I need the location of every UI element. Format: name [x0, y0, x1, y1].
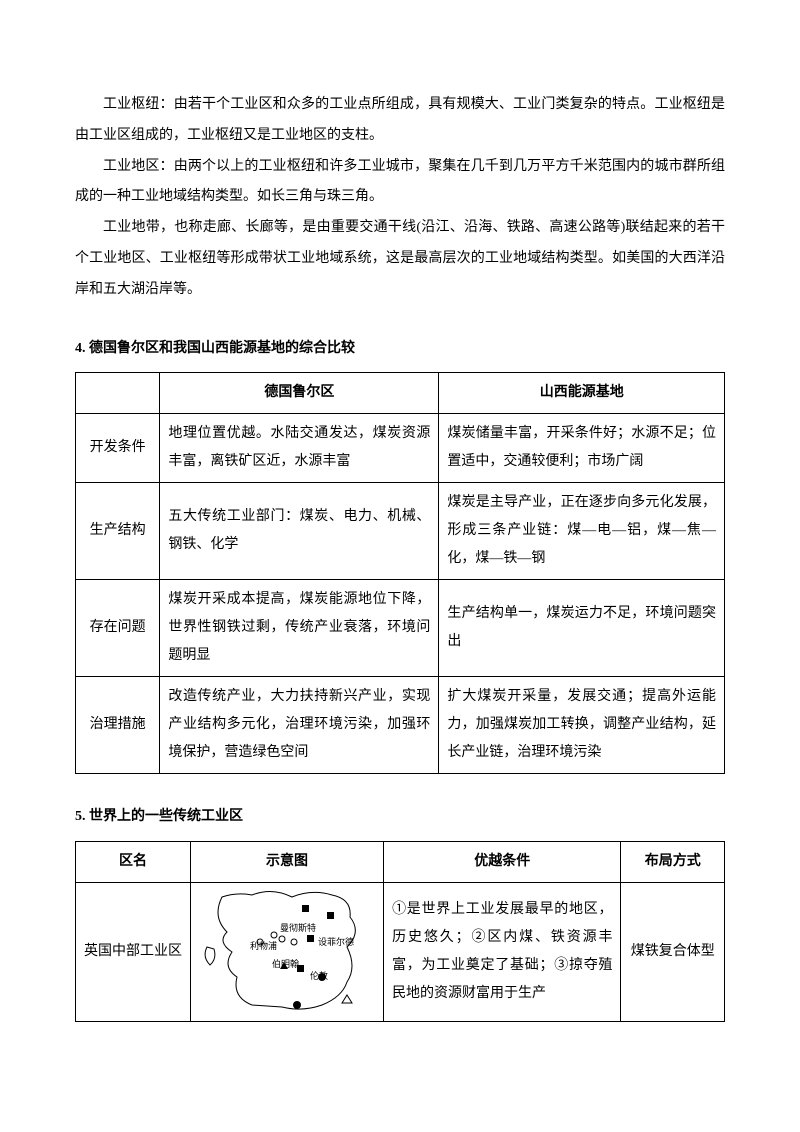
table-row: 英国中部工业区 曼彻斯特	[76, 883, 725, 1022]
cell-shanxi: 煤炭是主导产业，正在逐步向多元化发展，形成三条产业链：煤—电—铝，煤—焦—化，煤…	[439, 483, 725, 580]
section4-heading: 4. 德国鲁尔区和我国山西能源基地的综合比较	[75, 334, 725, 365]
table-row: 开发条件 地理位置优越。水陆交通发达，煤炭资源丰富，离铁矿区近，水源丰富 煤炭储…	[76, 414, 725, 483]
uk-map-icon: 曼彻斯特 利物浦 设菲尔德 伯明翰 伦敦	[202, 887, 372, 1017]
map-label: 利物浦	[250, 940, 277, 951]
cell-shanxi: 生产结构单一，煤炭运力不足，环境问题突出	[439, 580, 725, 677]
th-adv: 优越条件	[384, 842, 621, 883]
table-row: 生产结构 五大传统工业部门：煤炭、电力、机械、钢铁、化学 煤炭是主导产业，正在逐…	[76, 483, 725, 580]
cell-shanxi: 煤炭储量丰富，开采条件好；水源不足；位置适中，交通较便利；市场广阔	[439, 414, 725, 483]
row-label: 生产结构	[76, 483, 160, 580]
map-label: 设菲尔德	[318, 936, 354, 947]
cell-ruhr: 五大传统工业部门：煤炭、电力、机械、钢铁、化学	[160, 483, 439, 580]
map-cell: 曼彻斯特 利物浦 设菲尔德 伯明翰 伦敦	[191, 883, 384, 1022]
th-map: 示意图	[191, 842, 384, 883]
traditional-industrial-table: 区名 示意图 优越条件 布局方式 英国中部工业区	[75, 841, 725, 1022]
paragraph-2: 工业地区：由两个以上的工业枢纽和许多工业城市，聚集在几千到几万平方千米范围内的城…	[75, 152, 725, 214]
layout-cell: 煤铁复合体型	[621, 883, 725, 1022]
section5-heading: 5. 世界上的一些传统工业区	[75, 802, 725, 833]
cell-shanxi: 扩大煤炭开采量，发展交通；提高外运能力，加强煤炭加工转换，调整产业结构，延长产业…	[439, 677, 725, 774]
comparison-table: 德国鲁尔区 山西能源基地 开发条件 地理位置优越。水陆交通发达，煤炭资源丰富，离…	[75, 372, 725, 774]
region-name: 英国中部工业区	[76, 883, 191, 1022]
paragraph-1: 工业枢纽：由若干个工业区和众多的工业点所组成，具有规模大、工业门类复杂的特点。工…	[75, 90, 725, 152]
map-label: 伦敦	[310, 970, 328, 981]
map-label: 伯明翰	[272, 958, 299, 969]
row-label: 治理措施	[76, 677, 160, 774]
table-header-shanxi: 山西能源基地	[439, 373, 725, 414]
cell-ruhr: 改造传统产业，大力扶持新兴产业，实现产业结构多元化，治理环境污染，加强环境保护，…	[160, 677, 439, 774]
paragraph-3: 工业地带，也称走廊、长廊等，是由重要交通干线(沿江、沿海、铁路、高速公路等)联结…	[75, 213, 725, 305]
cell-ruhr: 地理位置优越。水陆交通发达，煤炭资源丰富，离铁矿区近，水源丰富	[160, 414, 439, 483]
advantages-cell: ①是世界上工业发展最早的地区，历史悠久；②区内煤、铁资源丰富，为工业奠定了基础；…	[384, 883, 621, 1022]
th-name: 区名	[76, 842, 191, 883]
row-label: 开发条件	[76, 414, 160, 483]
th-layout: 布局方式	[621, 842, 725, 883]
table-header-ruhr: 德国鲁尔区	[160, 373, 439, 414]
table-row: 治理措施 改造传统产业，大力扶持新兴产业，实现产业结构多元化，治理环境污染，加强…	[76, 677, 725, 774]
row-label: 存在问题	[76, 580, 160, 677]
map-label: 曼彻斯特	[280, 922, 316, 933]
table-row: 存在问题 煤炭开采成本提高，煤炭能源地位下降，世界性钢铁过剩，传统产业衰落，环境…	[76, 580, 725, 677]
table-header-blank	[76, 373, 160, 414]
cell-ruhr: 煤炭开采成本提高，煤炭能源地位下降，世界性钢铁过剩，传统产业衰落，环境问题明显	[160, 580, 439, 677]
